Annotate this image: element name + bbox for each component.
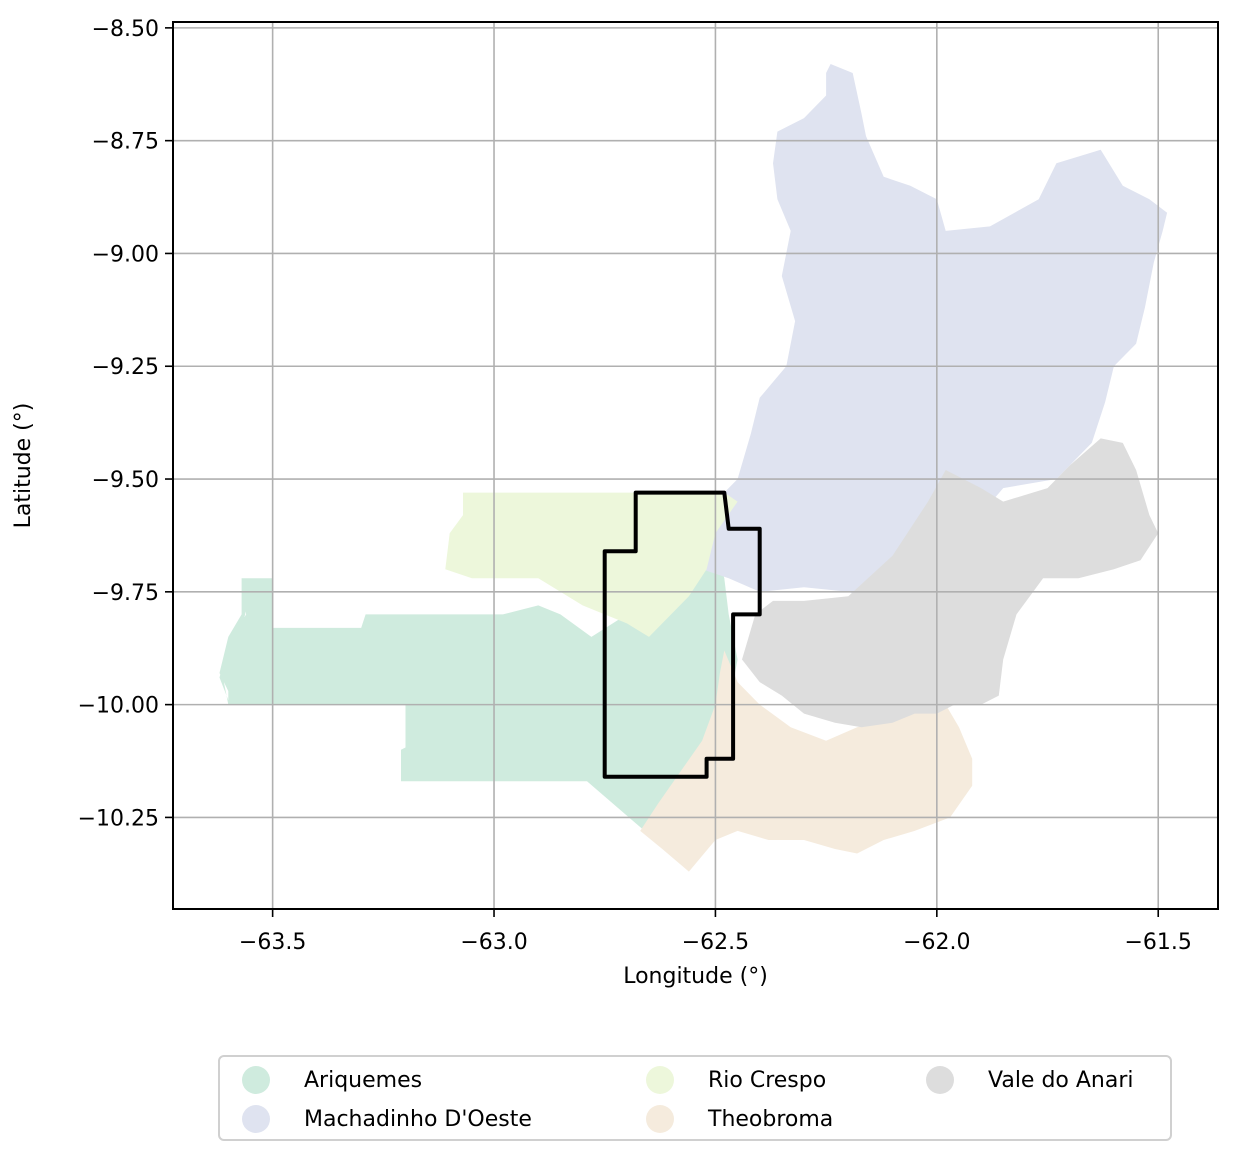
- y-tick-label: −9.25: [92, 355, 159, 380]
- y-tick-label: −9.75: [92, 581, 159, 606]
- region-theobroma: [640, 650, 973, 872]
- legend-item-vale-do-anari: Vale do Anari: [926, 1065, 1134, 1095]
- y-tick-label: −10.25: [78, 806, 159, 831]
- x-axis-label: Longitude (°): [623, 964, 768, 989]
- legend-marker-ariquemes: [242, 1066, 270, 1094]
- legend-marker-vale-do-anari: [926, 1066, 954, 1094]
- legend-item-rio-crespo: Rio Crespo: [646, 1065, 826, 1095]
- y-tick-label: −8.50: [92, 17, 159, 42]
- legend-marker-machadinho: [242, 1105, 270, 1133]
- legend-item-ariquemes: Ariquemes: [242, 1065, 422, 1095]
- y-tick-label: −9.50: [92, 468, 159, 493]
- region-vale-do-anari: [742, 438, 1159, 728]
- x-tick-label: −61.5: [1125, 930, 1192, 955]
- legend-label: Ariquemes: [304, 1067, 423, 1093]
- study-area-outline: [602, 490, 762, 779]
- legend-item-theobroma: Theobroma: [646, 1104, 833, 1134]
- legend: Ariquemes Machadinho D'Oeste Rio Crespo …: [218, 1055, 1172, 1141]
- y-tick-label: −10.00: [78, 694, 159, 719]
- x-tick-label: −62.5: [682, 930, 749, 955]
- plot-frame: [172, 21, 1219, 910]
- legend-label: Theobroma: [708, 1106, 834, 1132]
- x-tick-label: −63.0: [460, 930, 527, 955]
- region-ariquemes: [219, 501, 738, 831]
- legend-marker-rio-crespo: [646, 1066, 674, 1094]
- legend-marker-theobroma: [646, 1105, 674, 1133]
- region-rio-crespo: [445, 492, 738, 637]
- region-machadinho-d-oeste: [693, 64, 1168, 615]
- legend-label: Rio Crespo: [708, 1067, 827, 1093]
- legend-label: Machadinho D'Oeste: [304, 1106, 532, 1132]
- y-tick-label: −9.00: [92, 242, 159, 267]
- y-axis-label: Latitude (°): [11, 403, 36, 529]
- map-figure: −63.5 −63.0 −62.5 −62.0 −61.5 −8.50 −8.75 −9.00…: [11, 17, 1219, 989]
- x-tick-label: −62.0: [903, 930, 970, 955]
- legend-label: Vale do Anari: [988, 1067, 1134, 1093]
- legend-item-machadinho: Machadinho D'Oeste: [242, 1104, 532, 1134]
- y-tick-label: −8.75: [92, 130, 159, 155]
- x-tick-label: −63.5: [239, 930, 306, 955]
